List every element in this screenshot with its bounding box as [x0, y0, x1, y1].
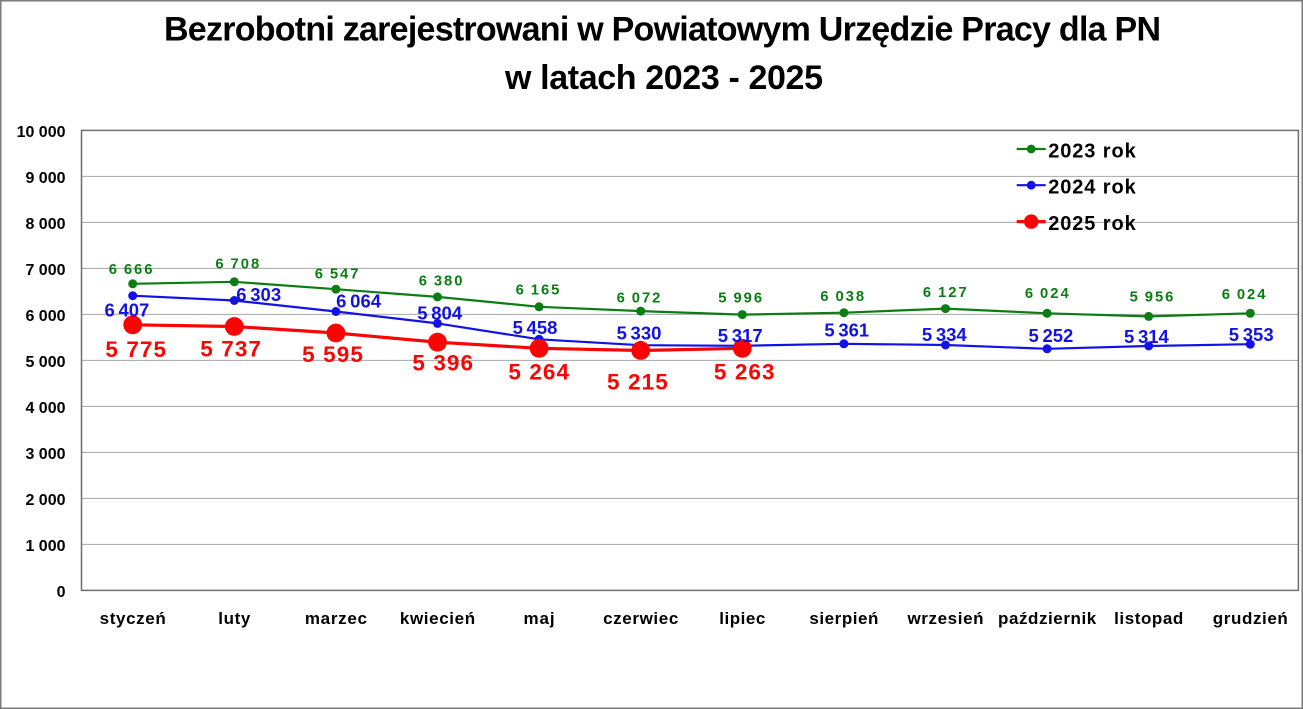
svg-text:6 064: 6 064 — [336, 291, 382, 312]
svg-text:5 956: 5 956 — [1130, 290, 1174, 306]
svg-text:8 000: 8 000 — [25, 216, 65, 233]
svg-text:listopad: listopad — [1114, 609, 1183, 628]
svg-text:5 737: 5 737 — [200, 337, 261, 362]
svg-text:6 666: 6 666 — [109, 262, 153, 278]
svg-text:5 353: 5 353 — [1229, 324, 1274, 345]
svg-text:7 000: 7 000 — [25, 262, 65, 279]
svg-text:6 407: 6 407 — [104, 300, 149, 321]
svg-text:czerwiec: czerwiec — [603, 609, 678, 628]
svg-text:3 000: 3 000 — [25, 446, 65, 463]
svg-text:6 547: 6 547 — [315, 267, 359, 283]
svg-text:5 264: 5 264 — [508, 360, 569, 385]
svg-text:5 334: 5 334 — [922, 324, 968, 345]
svg-text:6 127: 6 127 — [923, 285, 967, 301]
svg-text:w latach 2023 - 2025: w latach 2023 - 2025 — [504, 59, 823, 97]
svg-text:wrzesień: wrzesień — [906, 609, 983, 628]
svg-text:2024 rok: 2024 rok — [1048, 177, 1136, 199]
svg-text:marzec: marzec — [305, 609, 367, 628]
svg-text:5 396: 5 396 — [412, 351, 473, 376]
svg-text:2025 rok: 2025 rok — [1048, 213, 1136, 235]
svg-text:6 303: 6 303 — [236, 284, 281, 305]
svg-text:5 000: 5 000 — [25, 354, 65, 371]
svg-text:5 215: 5 215 — [607, 370, 668, 395]
svg-text:lipiec: lipiec — [719, 609, 765, 628]
svg-text:5 996: 5 996 — [718, 290, 762, 306]
svg-text:6 038: 6 038 — [820, 289, 864, 305]
svg-text:6 072: 6 072 — [617, 291, 661, 307]
svg-text:styczeń: styczeń — [100, 609, 166, 628]
svg-text:5 330: 5 330 — [617, 323, 662, 344]
svg-text:2023 rok: 2023 rok — [1048, 140, 1136, 162]
svg-text:kwiecień: kwiecień — [400, 609, 475, 628]
svg-text:10 000: 10 000 — [17, 124, 66, 141]
svg-text:sierpień: sierpień — [809, 609, 878, 628]
svg-text:maj: maj — [524, 609, 555, 628]
svg-text:5 595: 5 595 — [302, 342, 363, 367]
svg-text:6 708: 6 708 — [215, 256, 259, 272]
svg-text:5 804: 5 804 — [417, 302, 463, 323]
svg-text:6 380: 6 380 — [419, 273, 463, 289]
svg-text:5 314: 5 314 — [1124, 326, 1170, 347]
svg-text:6 000: 6 000 — [25, 308, 65, 325]
svg-text:1 000: 1 000 — [25, 538, 65, 555]
svg-text:4 000: 4 000 — [25, 400, 65, 417]
svg-text:0: 0 — [57, 584, 66, 601]
svg-text:grudzień: grudzień — [1213, 609, 1288, 628]
svg-text:5 263: 5 263 — [714, 360, 775, 385]
svg-text:6 024: 6 024 — [1222, 287, 1267, 303]
svg-text:6 024: 6 024 — [1025, 286, 1070, 302]
svg-text:luty: luty — [218, 609, 251, 628]
svg-text:Bezrobotni zarejestrowani w Po: Bezrobotni zarejestrowani w Powiatowym U… — [164, 11, 1161, 49]
svg-text:5 458: 5 458 — [513, 317, 558, 338]
svg-text:5 252: 5 252 — [1028, 325, 1073, 346]
svg-text:5 361: 5 361 — [824, 319, 869, 340]
svg-text:6 165: 6 165 — [516, 282, 560, 298]
svg-text:październik: październik — [998, 609, 1097, 628]
svg-text:5 317: 5 317 — [718, 325, 763, 346]
svg-text:5 775: 5 775 — [105, 337, 166, 362]
svg-text:2 000: 2 000 — [25, 492, 65, 509]
svg-text:9 000: 9 000 — [25, 170, 65, 187]
